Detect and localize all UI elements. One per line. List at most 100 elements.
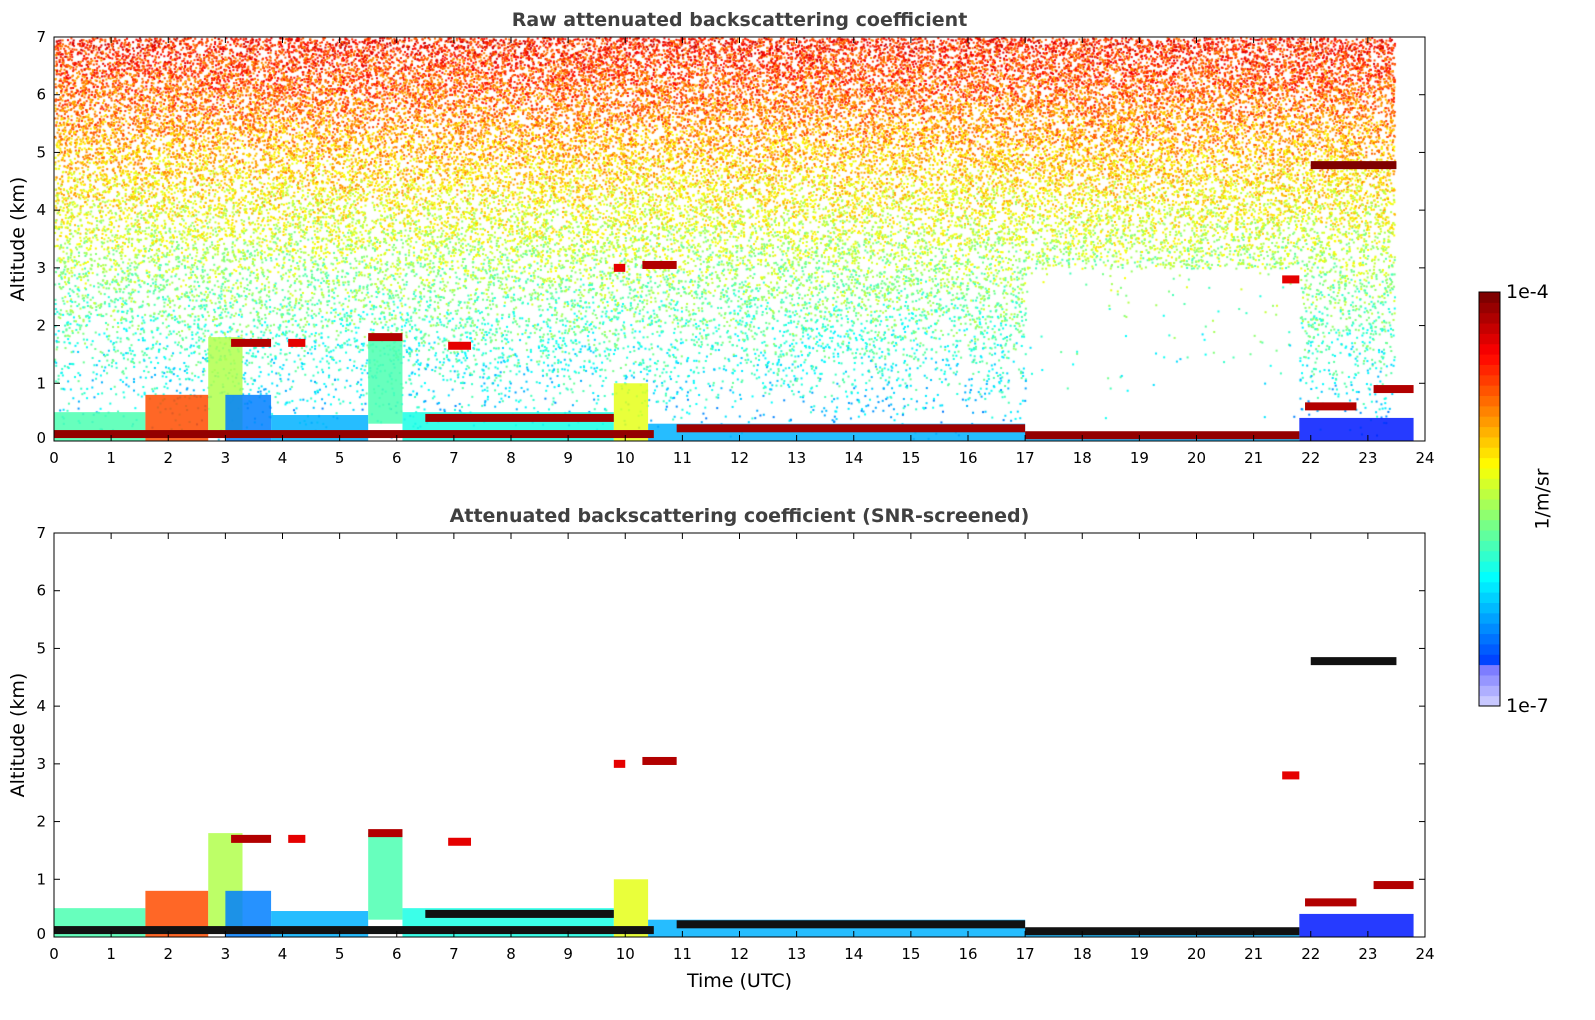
x-tick-label: 14 xyxy=(844,449,863,467)
colorbar-segment xyxy=(1479,364,1500,376)
y-tick-label: 7 xyxy=(36,524,46,542)
cloud-layer xyxy=(613,759,626,768)
x-tick-label: 21 xyxy=(1244,945,1263,963)
colorbar-segment xyxy=(1479,530,1500,541)
x-tick-label: 10 xyxy=(616,449,635,467)
cloud-layer xyxy=(448,341,472,350)
x-tick-label: 11 xyxy=(673,945,692,963)
colorbar-segment xyxy=(1479,612,1500,624)
x-tick-label: 11 xyxy=(673,449,692,467)
colorbar-segment xyxy=(1479,519,1500,531)
colorbar-segment xyxy=(1479,447,1500,459)
colorbar-segment xyxy=(1479,488,1500,500)
colorbar-segment xyxy=(1479,395,1500,407)
bottom-panel-title: Attenuated backscattering coefficient (S… xyxy=(449,505,1030,527)
x-tick-label: 1 xyxy=(106,449,116,467)
colorbar-segment xyxy=(1479,643,1500,655)
cloud-layer xyxy=(1373,385,1414,394)
colorbar-segment xyxy=(1479,292,1500,303)
y-tick-label: 2 xyxy=(36,317,46,335)
colorbar-segment xyxy=(1479,602,1500,614)
x-axis-label: Time (UTC) xyxy=(686,970,793,992)
cloud-layer xyxy=(54,430,654,439)
x-tick-label: 18 xyxy=(1073,449,1092,467)
cloud-layer xyxy=(1282,771,1300,780)
cloud-layer xyxy=(425,413,614,422)
x-tick-label: 8 xyxy=(506,945,516,963)
x-tick-label: 6 xyxy=(392,449,402,467)
x-tick-label: 16 xyxy=(958,449,977,467)
colorbar-segment xyxy=(1479,571,1500,583)
axes-frame xyxy=(53,532,1426,938)
x-tick-label: 7 xyxy=(449,945,459,963)
colorbar-segment xyxy=(1479,550,1500,562)
colorbar-min-label: 1e-7 xyxy=(1506,695,1549,717)
x-tick-label: 12 xyxy=(730,449,749,467)
x-tick-label: 12 xyxy=(730,945,749,963)
y-tick-label: 3 xyxy=(36,755,46,773)
x-tick-label: 4 xyxy=(278,945,288,963)
cloud-layer xyxy=(288,338,306,347)
top-panel-title: Raw attenuated backscattering coefficien… xyxy=(511,9,968,31)
aerosol-layer xyxy=(1299,417,1414,441)
x-tick-label: 3 xyxy=(221,449,231,467)
colorbar-segment xyxy=(1479,385,1500,396)
aerosol-layer xyxy=(1299,913,1414,937)
colorbar-segment xyxy=(1479,436,1500,448)
y-tick-label: 3 xyxy=(36,259,46,277)
y-tick-label: 4 xyxy=(36,697,46,715)
cloud-layer xyxy=(1310,657,1397,666)
colorbar-segment xyxy=(1479,581,1500,593)
cloud-layer xyxy=(54,926,654,935)
y-tick-label: 1 xyxy=(36,870,46,888)
colorbar-segment xyxy=(1479,664,1500,676)
colorbar-unit-label: 1/m/sr xyxy=(1531,468,1554,530)
colorbar-segment xyxy=(1479,405,1500,417)
x-tick-label: 0 xyxy=(49,945,59,963)
cloud-layer xyxy=(1305,402,1357,411)
cloud-layer xyxy=(1373,881,1414,890)
cloud-layer xyxy=(448,837,472,846)
x-tick-label: 14 xyxy=(844,945,863,963)
x-tick-label: 24 xyxy=(1415,945,1434,963)
x-tick-label: 2 xyxy=(163,449,173,467)
x-tick-label: 0 xyxy=(49,449,59,467)
x-tick-label: 2 xyxy=(163,945,173,963)
x-tick-label: 20 xyxy=(1187,945,1206,963)
x-tick-label: 18 xyxy=(1073,945,1092,963)
x-tick-label: 19 xyxy=(1130,945,1149,963)
y-tick-label: 0 xyxy=(36,429,46,447)
x-tick-label: 17 xyxy=(1016,449,1035,467)
x-tick-label: 13 xyxy=(787,945,806,963)
colorbar-segment xyxy=(1479,592,1500,603)
colorbar-segment xyxy=(1479,633,1500,645)
x-tick-label: 6 xyxy=(392,945,402,963)
cloud-layer xyxy=(642,260,677,269)
x-tick-label: 13 xyxy=(787,449,806,467)
cloud-layer xyxy=(1025,927,1300,936)
colorbar-segment xyxy=(1479,333,1500,345)
x-tick-label: 19 xyxy=(1130,449,1149,467)
x-tick-label: 15 xyxy=(901,449,920,467)
x-tick-label: 15 xyxy=(901,945,920,963)
x-tick-label: 10 xyxy=(616,945,635,963)
cloud-layer xyxy=(288,834,306,843)
cloud-layer xyxy=(231,338,272,347)
colorbar-segment xyxy=(1479,374,1500,386)
colorbar-segment xyxy=(1479,674,1500,686)
x-tick-label: 17 xyxy=(1016,945,1035,963)
x-tick-label: 5 xyxy=(335,945,345,963)
y-tick-label: 7 xyxy=(36,28,46,46)
colorbar-segment xyxy=(1479,695,1500,707)
cloud-layer xyxy=(1282,275,1300,284)
x-tick-label: 8 xyxy=(506,449,516,467)
cloud-layer xyxy=(676,424,1026,433)
axes-frame xyxy=(53,36,1426,442)
colorbar-segment xyxy=(1479,540,1500,552)
y-tick-label: 1 xyxy=(36,374,46,392)
colorbar-segment xyxy=(1479,685,1500,697)
colorbar-max-label: 1e-4 xyxy=(1506,281,1549,303)
colorbar-segment xyxy=(1479,312,1500,324)
